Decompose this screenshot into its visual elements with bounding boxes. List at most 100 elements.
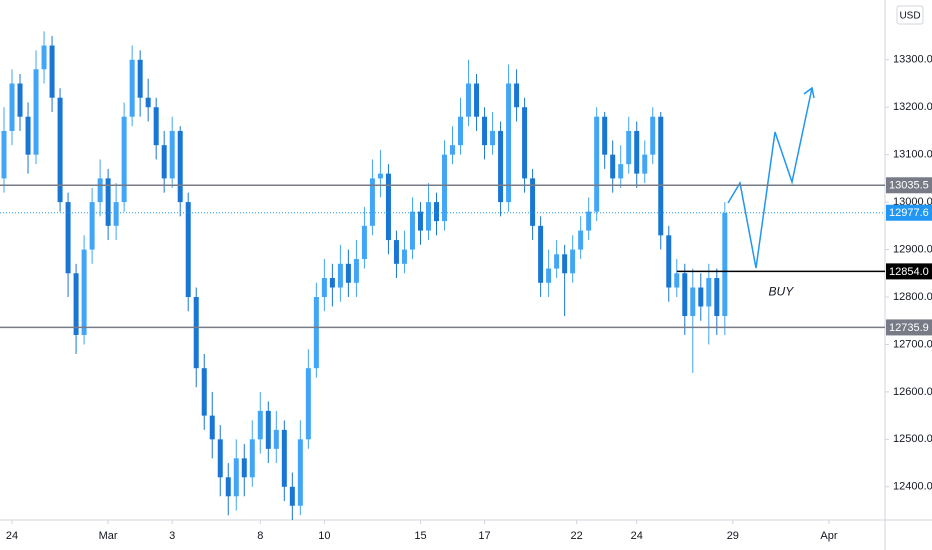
- candle-body: [466, 83, 472, 117]
- candle-body: [41, 45, 47, 70]
- candle-body: [81, 249, 87, 335]
- price-level-label: 13035.5: [889, 180, 929, 192]
- y-tick-label: 12600.0: [893, 386, 932, 398]
- x-tick-label: 22: [571, 530, 583, 542]
- candle-body: [506, 83, 512, 203]
- x-tick-label: 24: [631, 530, 643, 542]
- candle-body: [185, 202, 191, 298]
- candle-body: [89, 202, 95, 250]
- y-tick-label: 12400.0: [893, 481, 932, 493]
- candle-body: [361, 225, 367, 260]
- candle-body: [113, 202, 119, 226]
- candle-body: [25, 116, 31, 155]
- candle-body: [241, 458, 247, 478]
- candle-body: [57, 97, 63, 203]
- candle-body: [474, 83, 480, 117]
- candle-body: [722, 213, 728, 316]
- candle-body: [538, 225, 544, 283]
- candle-body: [1, 130, 7, 179]
- candle-body: [554, 254, 560, 269]
- candle-body: [586, 211, 592, 231]
- candle-body: [65, 202, 71, 274]
- candle-body: [626, 130, 632, 165]
- candle-body: [458, 116, 464, 146]
- candle-body: [9, 83, 15, 131]
- x-tick-label: 24: [6, 530, 18, 542]
- candle-body: [329, 278, 335, 288]
- candle-body: [578, 230, 584, 250]
- x-tick-label: Apr: [820, 530, 837, 542]
- candle-body: [698, 287, 704, 307]
- candle-body: [297, 439, 303, 506]
- y-tick-label: 12700.0: [893, 338, 932, 350]
- price-level-tag: [886, 177, 932, 194]
- x-tick-label: 8: [257, 530, 263, 542]
- candle-body: [225, 477, 231, 497]
- candle-body: [209, 415, 215, 440]
- candle-body: [482, 116, 488, 146]
- candle-body: [393, 240, 399, 264]
- candle-body: [546, 268, 552, 283]
- candle-body: [129, 59, 135, 117]
- candle-body: [618, 164, 624, 179]
- y-tick-label: 13100.0: [893, 149, 932, 161]
- candle-body: [409, 211, 415, 250]
- price-level-label: 12735.9: [889, 322, 929, 334]
- currency-box[interactable]: [896, 5, 924, 25]
- candle-body: [417, 211, 423, 231]
- price-level-tag: [886, 204, 932, 221]
- candle-body: [602, 116, 608, 155]
- candle-body: [401, 249, 407, 264]
- candle-body: [193, 297, 199, 369]
- y-tick-label: 12900.0: [893, 243, 932, 255]
- candle-body: [321, 278, 327, 298]
- candle-body: [433, 202, 439, 222]
- arrow-head: [803, 86, 815, 99]
- candle-body: [305, 368, 311, 440]
- x-tick-label: 10: [318, 530, 330, 542]
- x-tick-label: Mar: [99, 530, 118, 542]
- y-tick-label: 12800.0: [893, 291, 932, 303]
- price-level-label: 12854.0: [889, 266, 929, 278]
- candle-body: [161, 145, 167, 179]
- x-tick-label: 15: [414, 530, 426, 542]
- candle-body: [257, 410, 263, 440]
- candle-body: [682, 273, 688, 316]
- y-tick-label: 13300.0: [893, 54, 932, 66]
- candle-body: [522, 107, 528, 179]
- candle-body: [666, 235, 672, 288]
- candle-body: [498, 130, 504, 203]
- candle-body: [490, 130, 496, 146]
- candle-body: [49, 45, 55, 98]
- plot: [1, 31, 728, 520]
- candle-body: [201, 368, 207, 416]
- candle-body: [530, 178, 536, 226]
- candle-body: [674, 273, 680, 288]
- candle-body: [658, 116, 664, 236]
- x-tick-label: 3: [169, 530, 175, 542]
- annotation: BUY: [769, 284, 795, 298]
- x-tick-label: 29: [727, 530, 739, 542]
- candle-body: [610, 154, 616, 179]
- candle-body: [265, 410, 271, 449]
- candle-body: [289, 486, 295, 506]
- candle-body: [450, 145, 456, 155]
- candle-body: [634, 130, 640, 174]
- candle-body: [233, 458, 239, 497]
- candle-body: [690, 287, 696, 316]
- candle-body: [97, 178, 103, 203]
- candle-body: [353, 259, 359, 283]
- projection-arrow: [727, 87, 813, 269]
- currency[interactable]: USD: [899, 11, 920, 22]
- candle-body: [642, 154, 648, 174]
- candle-body: [249, 439, 255, 478]
- candle-body: [313, 297, 319, 369]
- candle-body: [385, 173, 391, 241]
- candle-body: [145, 97, 151, 108]
- candle-body: [442, 154, 448, 222]
- candle-body: [425, 202, 431, 231]
- candle-body: [369, 178, 375, 226]
- candle-body: [706, 278, 712, 307]
- price-level-tag: [886, 319, 932, 336]
